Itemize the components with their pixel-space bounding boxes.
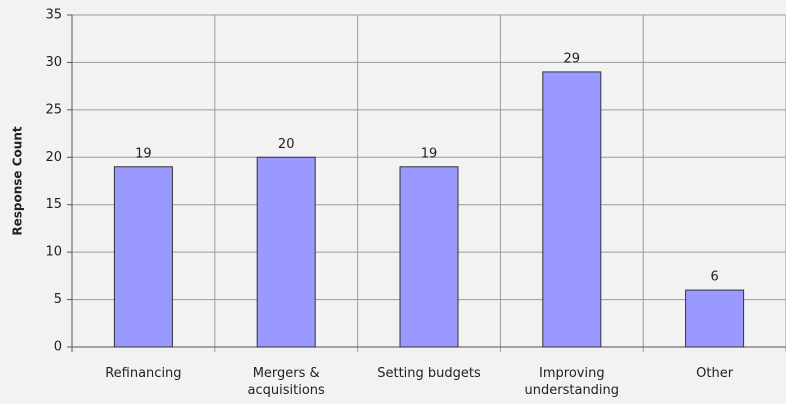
x-tick-label: Other [696,366,734,381]
bar [542,71,602,348]
bar [685,289,745,348]
bar [256,156,316,348]
bar [113,166,173,348]
y-tick-label: 10 [45,245,62,260]
x-tick-label: Improving understanding [524,366,620,398]
bar [399,166,459,348]
y-tick-label: 5 [54,292,62,307]
x-tick-label: Refinancing [105,366,182,381]
value-label: 19 [421,146,438,161]
value-label: 19 [135,146,152,161]
value-label: 6 [710,270,718,285]
y-tick-label: 15 [45,197,62,212]
y-tick-label: 0 [54,340,62,355]
y-tick-label: 20 [45,150,62,165]
x-tick-label: Mergers & acquisitions [247,366,325,398]
y-tick-label: 25 [45,102,62,117]
y-tick-label: 30 [45,55,62,70]
value-label: 20 [278,137,295,152]
x-tick-label: Setting budgets [377,366,481,381]
y-tick-label: 35 [45,8,62,23]
y-axis-label: Response Count [11,126,25,235]
value-label: 29 [564,51,581,66]
